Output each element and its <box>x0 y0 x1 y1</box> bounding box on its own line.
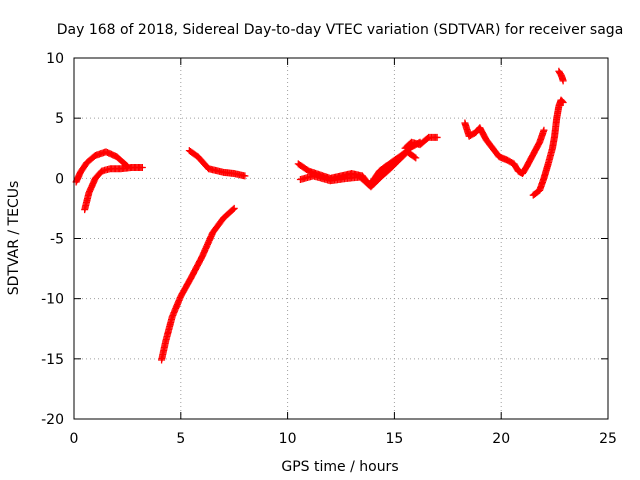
x-tick-label: 0 <box>70 431 79 447</box>
x-tick-label: 15 <box>385 431 403 447</box>
data-series <box>401 133 441 152</box>
x-tick-label: 20 <box>492 431 510 447</box>
x-tick-label: 5 <box>176 431 185 447</box>
y-tick-label: -10 <box>41 292 64 308</box>
y-tick-label: -20 <box>41 412 64 428</box>
x-tick-label: 10 <box>279 431 297 447</box>
y-tick-label: 10 <box>46 51 64 67</box>
data-point <box>559 99 567 107</box>
data-point <box>230 204 238 212</box>
y-tick-label: -5 <box>50 232 64 248</box>
data-series <box>529 96 567 199</box>
data-point <box>559 77 567 85</box>
data-point <box>241 172 249 180</box>
data-series <box>185 147 249 180</box>
data-point <box>138 164 146 172</box>
data-point <box>558 98 566 106</box>
x-tick-labels: 0 5 10 15 20 25 <box>70 431 617 447</box>
data-series <box>296 148 420 191</box>
y-tick-label: 0 <box>55 171 64 187</box>
y-tick-labels: -20 -15 -10 -5 0 5 10 <box>41 51 64 428</box>
y-tick-label: -15 <box>41 352 64 368</box>
data-point <box>411 153 419 161</box>
data-series <box>461 119 548 178</box>
y-tick-label: 5 <box>55 111 64 127</box>
y-axis-label: SDTVAR / TECUs <box>6 181 22 296</box>
data-point <box>558 97 566 105</box>
data-points <box>72 67 567 364</box>
data-point <box>229 205 237 213</box>
data-series <box>81 164 146 214</box>
data-point <box>433 133 441 141</box>
data-series <box>158 204 238 364</box>
x-tick-label: 25 <box>599 431 617 447</box>
data-point <box>540 126 548 134</box>
plot-frame <box>73 57 609 420</box>
data-point <box>412 154 420 162</box>
x-axis-label: GPS time / hours <box>281 459 398 475</box>
data-series <box>555 67 567 85</box>
chart-title: Day 168 of 2018, Sidereal Day-to-day VTE… <box>57 22 624 38</box>
